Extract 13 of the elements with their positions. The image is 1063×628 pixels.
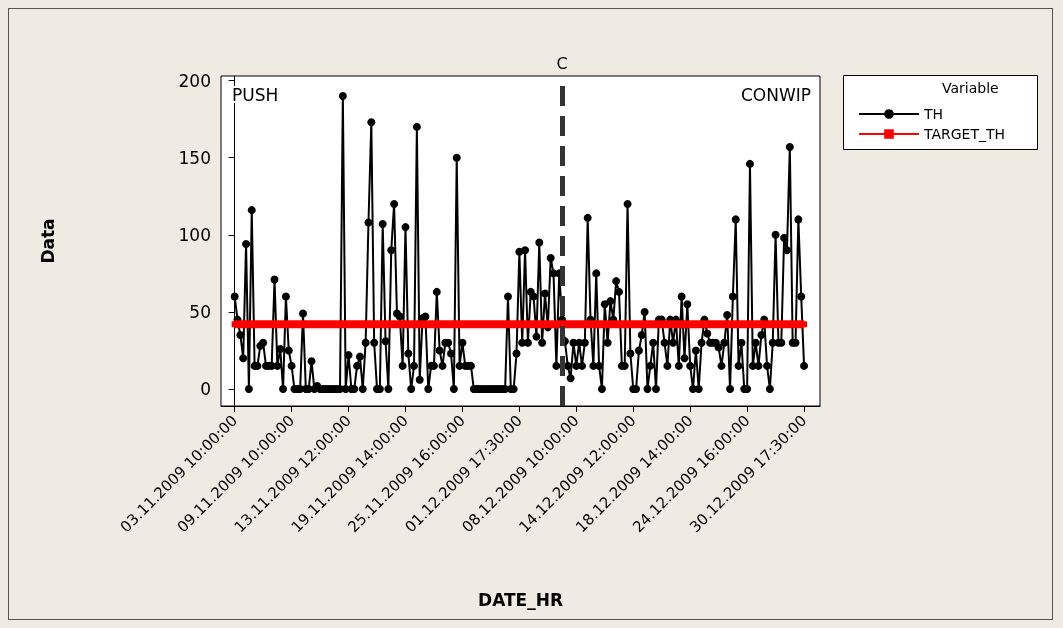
legend-title: Variable xyxy=(942,80,999,96)
y-tick-label: 0 xyxy=(200,379,211,400)
y-tick-label: 100 xyxy=(178,224,211,245)
y-tick-label: 50 xyxy=(189,301,211,322)
legend-label: TARGET_TH xyxy=(923,126,1006,142)
y-axis-title: Data xyxy=(37,218,58,264)
x-axis-title: DATE_HR xyxy=(478,589,563,610)
annotation: PUSH xyxy=(232,84,279,105)
y-tick-label: 200 xyxy=(178,70,211,91)
annotation: CONWIP xyxy=(740,84,811,105)
y-tick-label: 150 xyxy=(178,147,211,168)
legend-label: TH xyxy=(923,106,944,122)
text: C xyxy=(556,53,568,73)
